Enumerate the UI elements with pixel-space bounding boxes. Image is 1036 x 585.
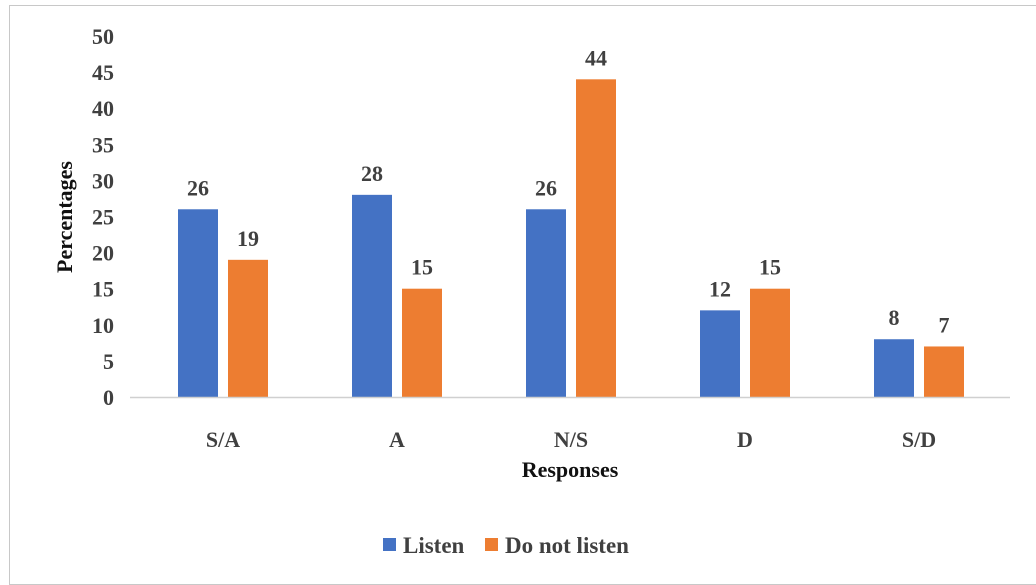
data-label: 15	[411, 255, 433, 280]
bar-listen	[874, 339, 914, 397]
bar-do-not-listen	[576, 79, 616, 397]
x-axis-title: Responses	[522, 457, 619, 482]
legend: Listen Do not listen	[383, 533, 629, 558]
bar-do-not-listen	[924, 346, 964, 397]
legend-label: Listen	[403, 533, 465, 558]
x-tick-label: S/A	[206, 427, 240, 452]
legend-label: Do not listen	[505, 533, 629, 558]
y-tick-label: 25	[92, 205, 114, 230]
data-label: 8	[889, 305, 900, 330]
data-label: 15	[759, 255, 781, 280]
data-label: 26	[187, 175, 209, 200]
y-tick-label: 45	[92, 60, 114, 85]
y-tick-label: 30	[92, 168, 114, 193]
data-label: 19	[237, 226, 259, 251]
y-tick-label: 15	[92, 277, 114, 302]
data-label: 7	[939, 312, 950, 337]
bar-listen	[526, 209, 566, 397]
data-label: 44	[585, 45, 607, 70]
y-tick-label: 40	[92, 96, 114, 121]
bar-do-not-listen	[228, 259, 268, 397]
bar-listen	[178, 209, 218, 397]
legend-swatch	[485, 538, 498, 551]
x-tick-label: D	[737, 427, 753, 452]
data-label: 28	[361, 161, 383, 186]
bar-listen	[700, 310, 740, 397]
y-tick-label: 10	[92, 313, 114, 338]
y-tick-label: 5	[103, 349, 114, 374]
x-tick-label: S/D	[902, 427, 936, 452]
x-tick-label: A	[389, 427, 405, 452]
x-tick-label: N/S	[554, 427, 588, 452]
y-tick-label: 0	[103, 385, 114, 410]
bar-do-not-listen	[750, 288, 790, 397]
y-tick-label: 20	[92, 241, 114, 266]
y-tick-label: 50	[92, 24, 114, 49]
y-axis-title: Percentages	[52, 161, 77, 273]
y-tick-label: 35	[92, 132, 114, 157]
data-label: 12	[709, 276, 731, 301]
bar-listen	[352, 194, 392, 397]
bar-do-not-listen	[402, 288, 442, 397]
legend-swatch	[383, 538, 396, 551]
data-label: 26	[535, 175, 557, 200]
